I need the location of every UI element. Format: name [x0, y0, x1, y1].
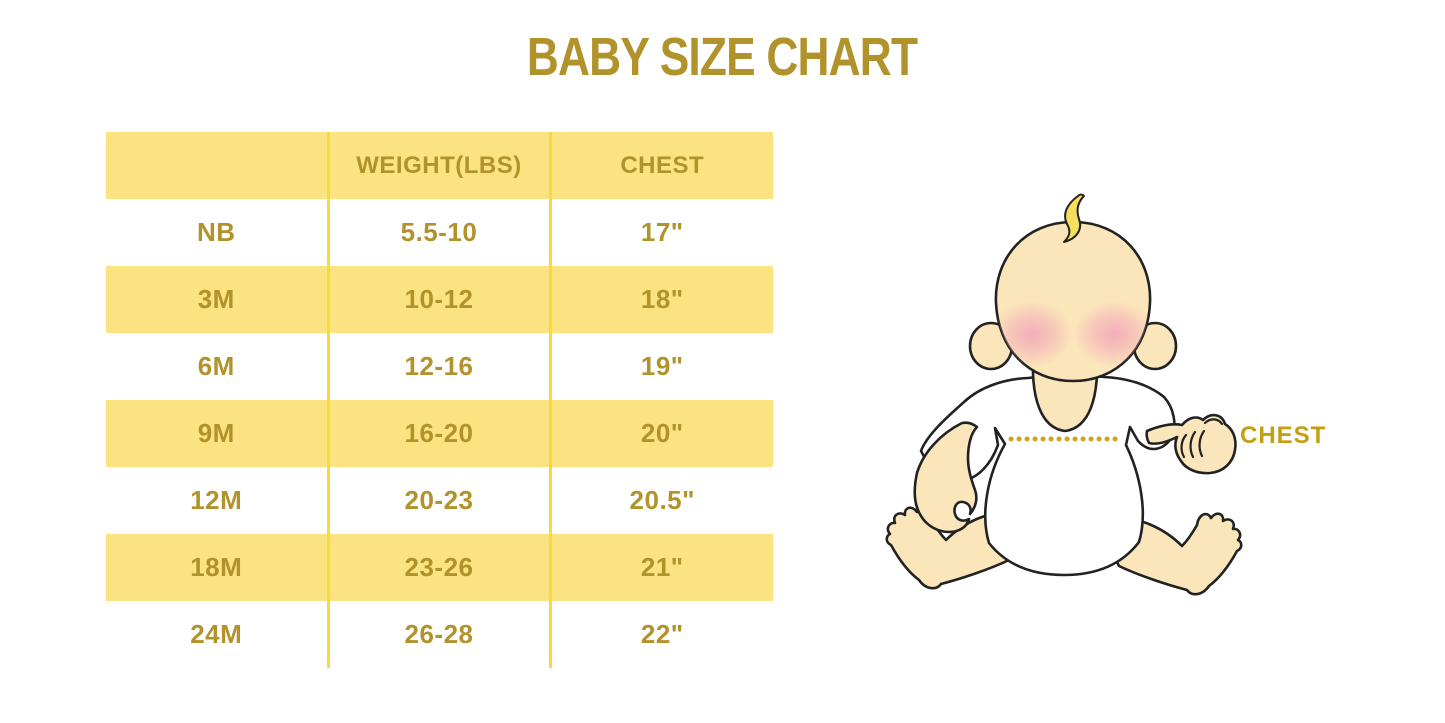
chest-cell: 21" — [548, 534, 773, 601]
header-cell-chest: CHEST — [548, 132, 773, 199]
chest-cell: 20" — [548, 400, 773, 467]
header-cell-size — [106, 132, 328, 199]
baby-fist-finger-lines — [1180, 418, 1224, 459]
table-row: NB 5.5-10 17" — [106, 199, 773, 266]
size-cell: 12M — [190, 485, 243, 515]
weight-cell: 23-26 — [326, 534, 550, 601]
baby-shirt — [919, 373, 1176, 577]
baby-illustration — [885, 193, 1243, 596]
size-chart-table: WEIGHT(LBS) CHEST NB 5.5-10 17" 3M 10-12… — [106, 132, 773, 668]
baby-hair-curl — [1063, 193, 1085, 243]
weight-cell: 16-20 — [326, 400, 550, 467]
chest-cell: 19" — [548, 333, 773, 400]
table-row: 6M 12-16 19" — [106, 333, 773, 400]
weight-cell: 20-23 — [326, 467, 550, 534]
baby-blush — [995, 301, 1151, 367]
size-cell: NB — [196, 217, 236, 247]
chest-cell: 22" — [548, 601, 773, 668]
page-title-row: BABY SIZE CHART — [0, 26, 1445, 88]
table-row: 12M 20-23 20.5" — [106, 467, 773, 534]
weight-cell: 12-16 — [326, 333, 550, 400]
size-cell: 18M — [190, 552, 243, 582]
chest-annotation-label: CHEST — [1240, 422, 1327, 449]
size-cell: 6M — [197, 351, 235, 381]
header-cell-weight: WEIGHT(LBS) — [326, 132, 550, 199]
weight-cell: 10-12 — [326, 266, 550, 333]
chest-cell: 18" — [548, 266, 773, 333]
table-row: 18M 23-26 21" — [106, 534, 773, 601]
size-cell: 3M — [197, 284, 235, 314]
chest-cell: 17" — [548, 199, 773, 266]
size-cell: 9M — [197, 418, 235, 448]
size-cell: 24M — [190, 619, 243, 649]
table-header-row: WEIGHT(LBS) CHEST — [106, 132, 773, 199]
table-row: 3M 10-12 18" — [106, 266, 773, 333]
page-title: BABY SIZE CHART — [527, 27, 918, 87]
chest-cell: 20.5" — [548, 467, 773, 534]
table-row: 9M 16-20 20" — [106, 400, 773, 467]
weight-cell: 26-28 — [326, 601, 550, 668]
table-row: 24M 26-28 22" — [106, 601, 773, 668]
baby-left-arm — [913, 421, 979, 534]
weight-cell: 5.5-10 — [326, 199, 550, 266]
